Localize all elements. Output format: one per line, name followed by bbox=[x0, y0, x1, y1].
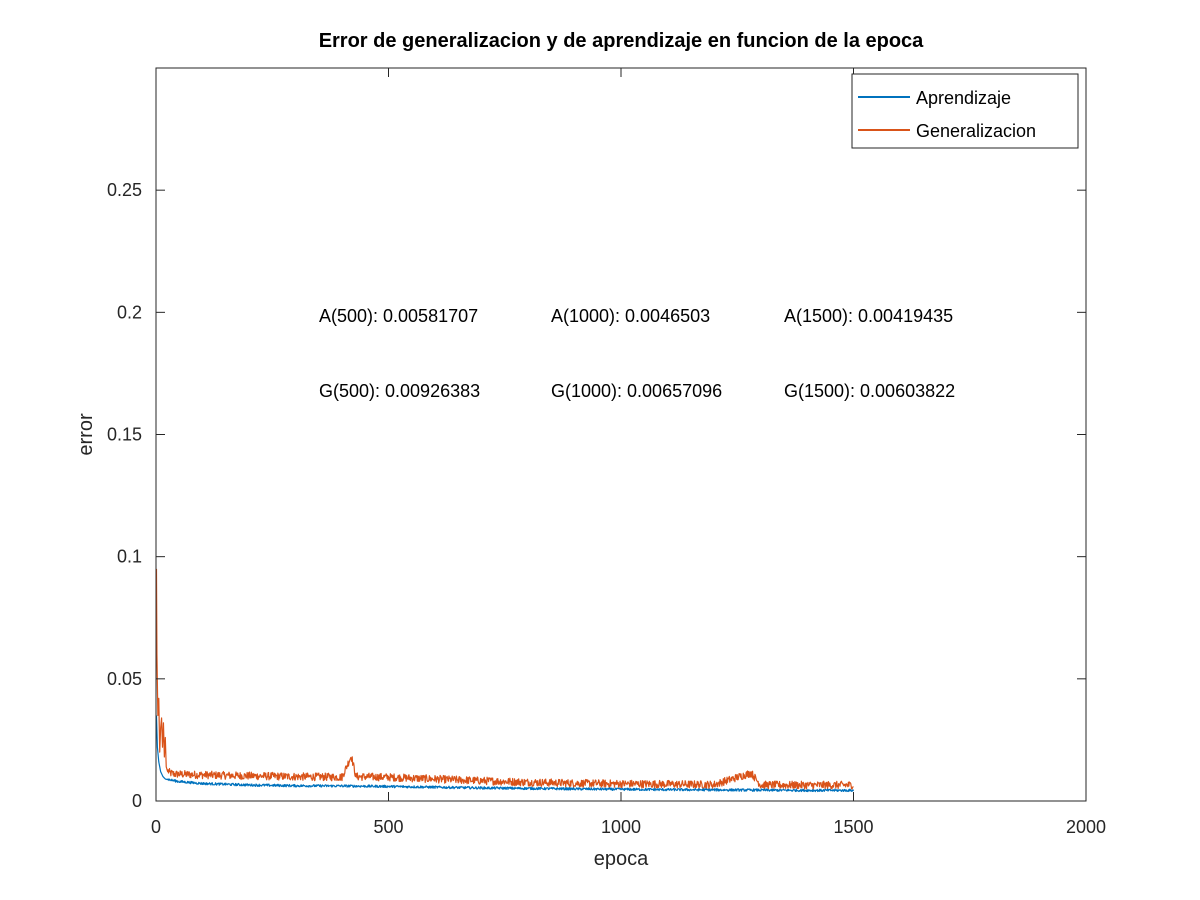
legend-box bbox=[851, 73, 1079, 149]
annotation-g1000: G(1000): 0.00657096 bbox=[551, 381, 722, 401]
legend-label-aprendizaje: Aprendizaje bbox=[916, 88, 1011, 108]
series-line-aprendizaje bbox=[155, 715, 855, 793]
y-tick-label: 0.1 bbox=[117, 547, 142, 567]
x-tick-label: 1500 bbox=[833, 817, 873, 837]
x-axis-label: epoca bbox=[594, 848, 649, 870]
annotation-g500: G(500): 0.00926383 bbox=[319, 381, 480, 401]
y-tick-label: 0 bbox=[132, 791, 142, 811]
y-tick-label: 0.15 bbox=[107, 425, 142, 445]
y-tick-label: 0.2 bbox=[117, 302, 142, 322]
plot-area bbox=[156, 68, 1086, 801]
ticks-layer: 0 500 1000 1500 2000 0 0.05 0.1 0.15 0.2 0.25 bbox=[107, 68, 1106, 837]
legend: Aprendizaje Generalizacion bbox=[851, 73, 1079, 149]
x-tick-label: 1000 bbox=[601, 817, 641, 837]
y-axis-label: error bbox=[75, 413, 97, 456]
annotation-a1500: A(1500): 0.00419435 bbox=[784, 306, 953, 326]
series-line-generalizacion bbox=[155, 568, 854, 790]
legend-label-generalizacion: Generalizacion bbox=[916, 121, 1036, 141]
annotation-a1000: A(1000): 0.0046503 bbox=[551, 306, 710, 326]
y-tick-label: 0.25 bbox=[107, 180, 142, 200]
x-tick-label: 0 bbox=[151, 817, 161, 837]
x-tick-label: 2000 bbox=[1066, 817, 1106, 837]
annotation-g1500: G(1500): 0.00603822 bbox=[784, 381, 955, 401]
chart-title: Error de generalizacion y de aprendizaje… bbox=[319, 30, 924, 52]
annotation-a500: A(500): 0.00581707 bbox=[319, 306, 478, 326]
x-tick-label: 500 bbox=[373, 817, 403, 837]
y-tick-label: 0.05 bbox=[107, 669, 142, 689]
series-layer bbox=[155, 568, 855, 793]
